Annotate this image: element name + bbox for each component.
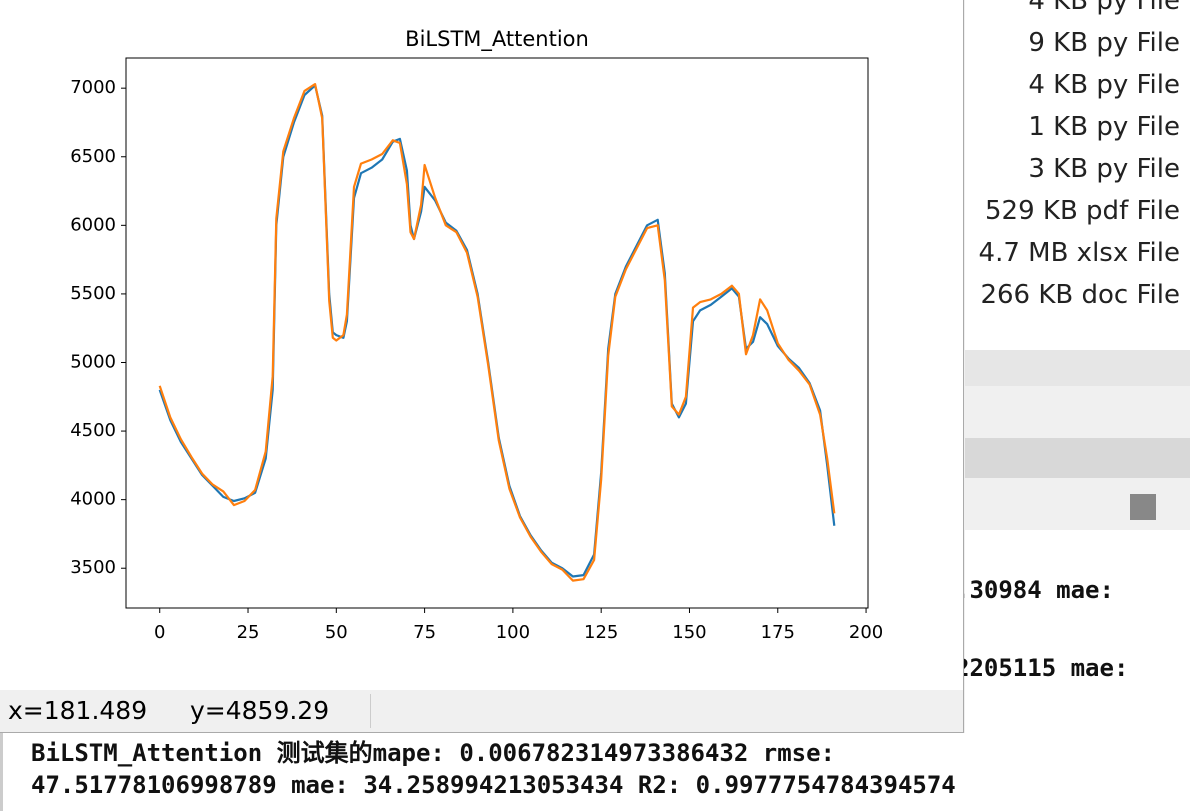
file-entry: 3 KB py File [1028, 154, 1180, 184]
console-text: .30984 mae: [955, 576, 1114, 604]
file-entry: 266 KB doc File [980, 280, 1180, 310]
file-list: 4 KB py File 9 KB py File 4 KB py File 1 KB… [965, 0, 1190, 350]
x-readout: x=181.489 [8, 696, 148, 725]
y-tick-label: 3500 [70, 557, 116, 578]
series-line [158, 84, 836, 578]
y-tick-label: 4500 [70, 420, 116, 441]
x-tick-label: 50 [325, 622, 348, 643]
panel-bar [965, 350, 1190, 386]
console-line: BiLSTM_Attention 测试集的mape: 0.00678231497… [31, 739, 836, 767]
x-tick-label: 200 [849, 622, 883, 643]
panel-bar [965, 438, 1190, 478]
console-line: 47.51778106998789 mae: 34.25899421305343… [31, 771, 956, 799]
file-entry: 529 KB pdf File [985, 196, 1180, 226]
file-entry: 9 KB py File [1028, 28, 1180, 58]
y-tick-label: 6500 [70, 146, 116, 167]
console: BiLSTM_Attention 测试集的mape: 0.00678231497… [0, 733, 1190, 811]
stop-button[interactable] [1130, 494, 1156, 520]
figure-window: BiLSTM_Attention 0 25 50 75 100 125 150 175 200 3… [0, 0, 964, 733]
console-text: 2205115 mae: [955, 654, 1129, 682]
x-tick-label: 150 [672, 622, 706, 643]
x-tick-label: 0 [154, 622, 165, 643]
y-tick-label: 5000 [70, 351, 116, 372]
status-bar: x=181.489 y=4859.29 [0, 690, 963, 732]
divider [370, 694, 371, 728]
x-tick-label: 175 [761, 622, 795, 643]
file-entry: 4 KB py File [1028, 70, 1180, 100]
x-tick-label: 100 [496, 622, 530, 643]
file-entry: 4 KB py File [1028, 0, 1180, 16]
x-tick-label: 25 [237, 622, 260, 643]
y-tick-label: 7000 [70, 77, 116, 98]
y-tick-label: 5500 [70, 283, 116, 304]
chart-title: BiLSTM_Attention [405, 27, 589, 52]
file-entry: 4.7 MB xlsx File [978, 238, 1180, 268]
x-tick-label: 75 [413, 622, 436, 643]
plot-frame [125, 57, 869, 609]
chart: BiLSTM_Attention 0 25 50 75 100 125 150 175 200 3… [70, 27, 883, 643]
x-tick-label: 125 [584, 622, 618, 643]
y-tick-label: 6000 [70, 214, 116, 235]
y-readout: y=4859.29 [190, 696, 330, 725]
y-tick-label: 4000 [70, 489, 116, 510]
file-entry: 1 KB py File [1028, 112, 1180, 142]
series-line [158, 83, 836, 582]
